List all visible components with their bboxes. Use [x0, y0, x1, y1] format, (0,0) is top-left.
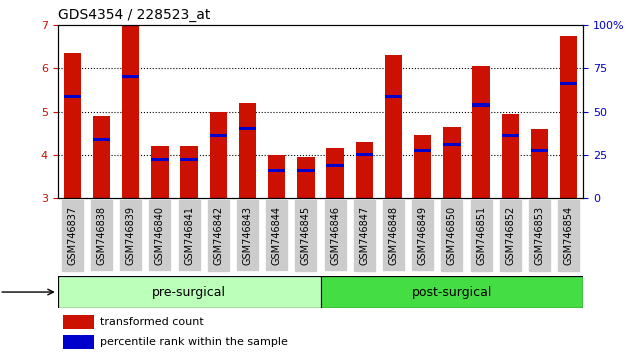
Bar: [472, 66, 490, 198]
Bar: [238, 127, 256, 130]
Text: pre-surgical: pre-surgical: [152, 286, 226, 298]
Bar: [385, 55, 403, 198]
Bar: [63, 315, 94, 329]
Bar: [414, 135, 431, 198]
Bar: [414, 149, 431, 152]
Bar: [93, 138, 110, 141]
Bar: [268, 155, 285, 198]
Bar: [180, 158, 198, 161]
Bar: [58, 276, 320, 308]
Bar: [63, 95, 81, 98]
Bar: [151, 158, 169, 161]
Bar: [63, 53, 81, 198]
Bar: [63, 335, 94, 348]
Bar: [501, 114, 519, 198]
Bar: [93, 116, 110, 198]
Bar: [472, 103, 490, 107]
Bar: [560, 36, 578, 198]
Bar: [501, 134, 519, 137]
Bar: [268, 169, 285, 172]
Bar: [297, 169, 315, 172]
Bar: [531, 149, 548, 152]
Bar: [210, 112, 227, 198]
Bar: [122, 75, 140, 78]
Text: percentile rank within the sample: percentile rank within the sample: [100, 337, 288, 347]
Bar: [326, 148, 344, 198]
Bar: [560, 82, 578, 85]
Bar: [443, 143, 461, 145]
Bar: [238, 103, 256, 198]
Bar: [385, 95, 403, 98]
Bar: [320, 276, 583, 308]
Bar: [210, 134, 227, 137]
Text: transformed count: transformed count: [100, 317, 203, 327]
Bar: [326, 164, 344, 167]
Bar: [531, 129, 548, 198]
Bar: [180, 146, 198, 198]
Bar: [122, 25, 140, 198]
Bar: [356, 142, 373, 198]
Bar: [443, 127, 461, 198]
Text: GDS4354 / 228523_at: GDS4354 / 228523_at: [58, 8, 210, 22]
Bar: [297, 157, 315, 198]
Bar: [356, 153, 373, 156]
Bar: [151, 146, 169, 198]
Text: post-surgical: post-surgical: [412, 286, 492, 298]
